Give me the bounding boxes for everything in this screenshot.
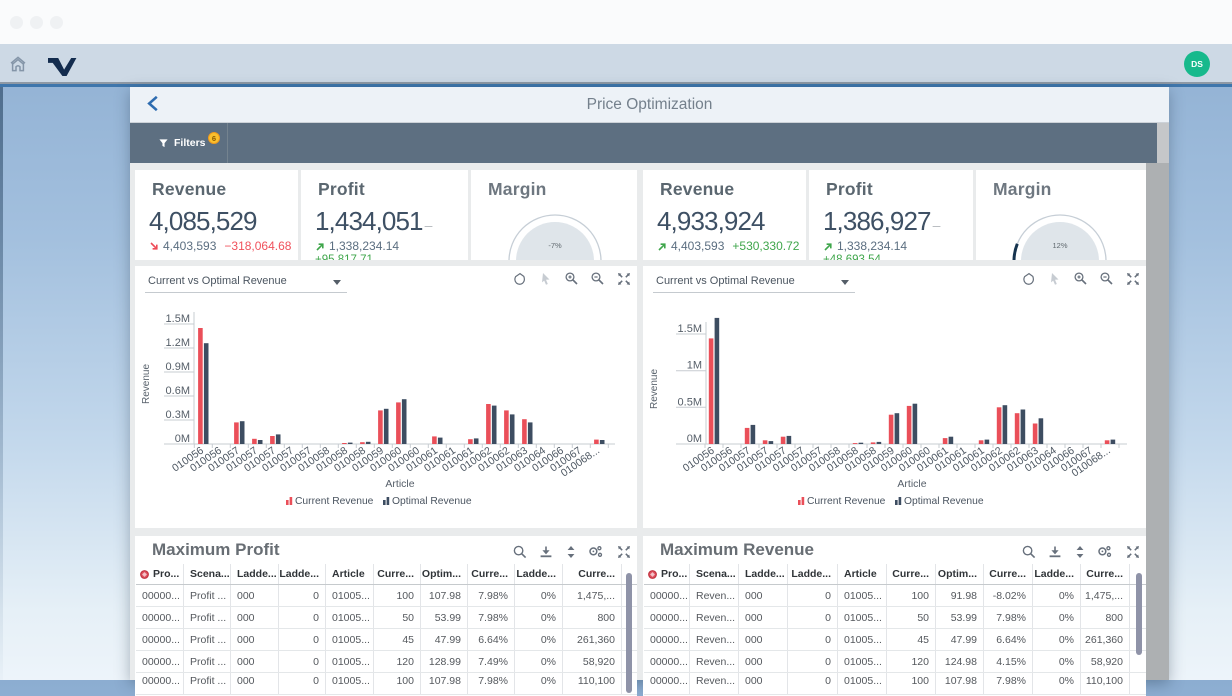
- svg-text:1.2M: 1.2M: [166, 337, 190, 349]
- svg-text:Revenue: Revenue: [141, 364, 152, 404]
- svg-text:0.5M: 0.5M: [678, 396, 702, 408]
- svg-text:0.6M: 0.6M: [166, 385, 190, 397]
- svg-text:Current Revenue: Current Revenue: [807, 496, 886, 507]
- svg-text:Article: Article: [897, 478, 926, 490]
- svg-text:Optimal Revenue: Optimal Revenue: [392, 496, 472, 507]
- svg-text:0M: 0M: [687, 433, 702, 445]
- svg-text:1M: 1M: [687, 360, 702, 372]
- svg-text:Article: Article: [385, 478, 414, 490]
- svg-text:0.3M: 0.3M: [166, 409, 190, 421]
- svg-text:1.5M: 1.5M: [166, 313, 190, 325]
- svg-text:1.5M: 1.5M: [678, 323, 702, 335]
- svg-text:Current Revenue: Current Revenue: [295, 496, 374, 507]
- svg-text:Optimal Revenue: Optimal Revenue: [904, 496, 984, 507]
- svg-text:-7%: -7%: [548, 241, 562, 250]
- svg-text:Revenue: Revenue: [649, 369, 660, 409]
- svg-text:0M: 0M: [175, 433, 190, 445]
- svg-text:12%: 12%: [1052, 241, 1067, 250]
- svg-text:0.9M: 0.9M: [166, 361, 190, 373]
